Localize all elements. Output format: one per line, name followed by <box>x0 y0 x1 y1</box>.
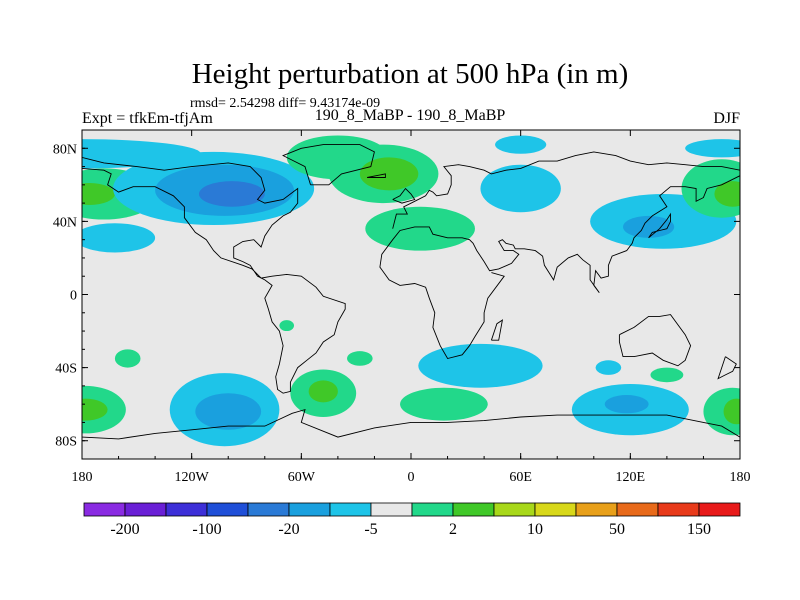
colorbar-box-4 <box>247 502 290 517</box>
colorbar-box-14 <box>657 502 700 517</box>
center-label: 190_8_MaBP - 190_8_MaBP <box>315 107 506 124</box>
colorbar-box-8 <box>411 502 454 517</box>
contour-region-25 <box>279 320 295 332</box>
colorbar-box-1 <box>124 502 167 517</box>
coastline-8 <box>392 187 416 204</box>
x-tick-label-0: 180 <box>72 470 93 485</box>
coastline-9 <box>367 173 386 178</box>
contour-region-31 <box>595 360 622 375</box>
contour-region-20 <box>82 398 108 421</box>
colorbar-box-15 <box>698 502 741 517</box>
contour-region-24 <box>308 380 338 403</box>
colorbar-label-2: -20 <box>278 521 299 538</box>
colorbar-box-13 <box>616 502 659 517</box>
colorbar-label-3: -5 <box>364 521 377 538</box>
contour-region-26 <box>347 351 373 366</box>
colorbar-label-7: 150 <box>687 521 711 538</box>
colorbar: -200 -100 -20 -5 2 10 50 150 <box>83 502 741 538</box>
contour-region-30 <box>604 395 649 414</box>
contour-region-17 <box>685 139 740 158</box>
y-tick-label-4: 80S <box>55 435 77 450</box>
contour-region-10 <box>365 206 475 251</box>
y-tick-label-2: 0 <box>70 289 77 304</box>
colorbar-label-0: -200 <box>110 521 139 538</box>
contour-region-16 <box>714 181 740 207</box>
colorbar-label-6: 50 <box>609 521 625 538</box>
colorbar-box-5 <box>288 502 331 517</box>
colorbar-label-1: -100 <box>192 521 221 538</box>
contour-region-28 <box>400 387 488 421</box>
contour-region-11 <box>495 135 547 154</box>
contour-region-18 <box>114 349 141 368</box>
contour-region-33 <box>703 387 740 436</box>
y-tick-label-1: 40N <box>53 215 77 230</box>
y-tick-label-0: 80N <box>53 142 77 157</box>
coastline-4 <box>490 319 504 341</box>
contour-region-34 <box>723 398 740 425</box>
colorbar-box-9 <box>452 502 495 517</box>
colorbar-box-11 <box>534 502 577 517</box>
contour-region-12 <box>480 164 561 213</box>
contour-region-2 <box>82 183 115 205</box>
x-tick-label-2: 60W <box>288 470 316 485</box>
coastline-2 <box>392 151 740 229</box>
x-tick-label-6: 180 <box>730 470 751 485</box>
coastline-3 <box>379 175 740 360</box>
coastline-0 <box>82 156 346 394</box>
contour-region-27 <box>418 343 543 388</box>
x-tick-label-4: 60E <box>509 470 532 485</box>
x-tick-label-1: 120W <box>175 470 210 485</box>
y-axis: 80N 40N 0 40S 80S <box>53 129 740 460</box>
colorbar-label-4: 2 <box>449 521 457 538</box>
colorbar-box-2 <box>165 502 208 517</box>
right-label: DJF <box>713 110 740 127</box>
contour-region-9 <box>359 157 419 191</box>
contour-region-22 <box>195 393 262 430</box>
contour-region-14 <box>623 215 675 238</box>
coastline-7 <box>717 356 737 380</box>
map-panel <box>81 129 741 460</box>
colorbar-box-6 <box>329 502 372 517</box>
colorbar-box-0 <box>83 502 126 517</box>
contour-region-5 <box>198 181 265 207</box>
x-tick-label-3: 0 <box>408 470 415 485</box>
x-tick-label-5: 120E <box>616 470 646 485</box>
colorbar-label-5: 10 <box>527 521 543 538</box>
left-label: Expt = tfkEm-tfjAm <box>82 110 213 127</box>
colorbar-box-3 <box>206 502 249 517</box>
contour-region-32 <box>650 367 684 383</box>
y-tick-label-3: 40S <box>55 362 77 377</box>
colorbar-box-10 <box>493 502 536 517</box>
coastline-5 <box>618 314 692 367</box>
contour-region-6 <box>82 223 156 253</box>
coastline-1 <box>282 144 375 186</box>
coastline-10 <box>648 212 671 239</box>
coastlines <box>82 144 740 440</box>
stats-line: rmsd= 2.54298 diff= 9.43174e-09 <box>190 96 380 111</box>
colorbar-box-7 <box>370 502 413 517</box>
colorbar-box-12 <box>575 502 618 517</box>
chart-title: Height perturbation at 500 hPa (in m) <box>192 58 629 90</box>
coastline-6 <box>82 408 740 440</box>
x-axis: 180 120W 60W 0 60E 120E 180 <box>72 130 751 485</box>
